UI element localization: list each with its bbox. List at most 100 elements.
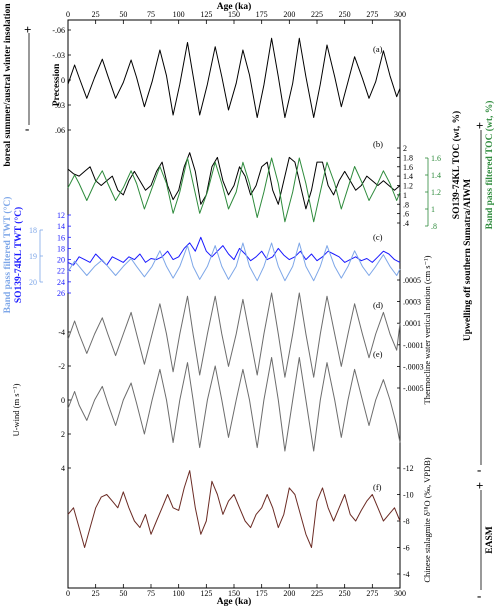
toc-axis-title: SO139-74KL TOC (wt, %) [451,111,462,219]
x-tick-label-bottom: 275 [366,589,378,598]
x-tick-label-bottom: 25 [92,589,100,598]
x-tick-label-bottom: 150 [228,589,240,598]
y-tick-label: .4 [403,219,409,228]
y-tick-label: -8 [403,517,410,526]
thermocline-axis-title: Thermocline water vertical motion (cm s⁻… [422,255,432,404]
y-tick-label: -.03 [52,51,65,60]
y-tick-label: 1.4 [403,172,413,181]
insolation-plus: + [24,22,31,37]
series-line-e-0 [67,357,401,452]
easm-plus: + [476,478,483,493]
upwelling-side-label: Upwelling off southern Sumatra/AIWM [463,179,473,341]
x-tick-label-bottom: 50 [119,589,127,598]
x-tick-label-top: 150 [228,10,240,19]
precession-axis-title: Precession [52,63,62,106]
y-tick-label: 1.2 [431,188,441,197]
x-tick-label-top: 175 [256,10,268,19]
x-tick-label-bottom: 125 [200,589,212,598]
y-tick-label: -6 [403,544,410,553]
y-tick-label: .6 [403,210,409,219]
series-line-b-1 [67,157,401,223]
filtered-toc-axis-title: Band pass filtered TOC (wt, %) [484,101,495,230]
panel-label-b: (b) [373,139,383,149]
series-layer [67,37,401,548]
y-tick-label: -.06 [52,26,65,35]
panel-label-f: (f) [373,482,382,492]
y-tick-label: -10 [403,491,414,500]
x-tick-label-top: 125 [200,10,212,19]
panel-label-e: (e) [373,349,383,359]
x-tick-label-bottom: 225 [311,589,323,598]
easm-arrow: + - [476,478,483,603]
y-tick-label: .0003 [403,298,421,307]
y-tick-label: 22 [57,267,65,276]
insolation-minus: - [25,121,29,136]
y-tick-label: 1 [403,191,407,200]
x-tick-label-bottom: 100 [173,589,185,598]
x-axis-ticks: 0 0 25 25 50 50 75 75 100 100 125 125 150 150 175 175 20… [66,10,406,598]
y-tick-label: -.0001 [403,341,424,350]
series-line-f-0 [67,470,401,548]
y-tick-label: 1.4 [431,171,441,180]
insolation-arrow: + - [24,22,31,136]
x-tick-label-bottom: 300 [394,589,406,598]
y-tick-label: 26 [57,289,65,298]
x-tick-label-top: 275 [366,10,378,19]
x-tick-label-top: 25 [92,10,100,19]
x-tick-label-bottom: 175 [256,589,268,598]
y-tick-label: 14 [57,222,65,231]
y-tick-label: .06 [55,126,65,135]
x-tick-label-top: 250 [339,10,351,19]
y-tick-label: -4 [403,570,410,579]
x-tick-label-top: 200 [283,10,295,19]
twt-axis-title: SO139-74KL TWT (°C) [13,207,24,303]
y-tick-label: 18 [29,226,37,235]
y-tick-label: 18 [57,244,65,253]
y-tick-label: 4 [61,464,65,473]
y-tick-label: 20 [29,278,37,287]
x-tick-label-top: 75 [147,10,155,19]
easm-minus: - [477,588,481,603]
plot-frame [67,19,401,589]
y-tick-label: 1.2 [403,182,413,191]
y-tick-label: -4 [58,328,65,337]
upwelling-plus: + [476,118,483,133]
y-tick-label: .0005 [403,276,421,285]
upwelling-arrow: + - [476,118,483,477]
x-tick-label-top: 50 [119,10,127,19]
y-tick-label: 12 [57,211,65,220]
upwelling-minus: - [477,462,481,477]
series-line-b-0 [67,152,401,210]
x-axis-label-bottom: Age (ka) [217,596,252,607]
x-tick-label-bottom: 75 [147,589,155,598]
y-tick-label: 19 [29,252,37,261]
x-axis-label-top: Age (ka) [217,1,252,12]
series-line-c-0 [67,236,401,266]
uwind-axis-title: U-wind (m s⁻¹) [11,383,21,436]
x-tick-label-bottom: 250 [339,589,351,598]
series-line-a-0 [67,37,401,118]
y-tick-label: 1.6 [431,154,441,163]
y-tick-label: 0 [61,76,65,85]
y-tick-label: .8 [403,200,409,209]
x-tick-label-top: 300 [394,10,406,19]
y-tick-label: 1.8 [403,153,413,162]
y-tick-label: .8 [431,222,437,231]
y-tick-label: 1.6 [403,163,413,172]
panel-label-d: (d) [373,300,383,310]
series-line-d-0 [67,292,401,378]
panel-label-a: (a) [373,44,383,54]
x-tick-label-top: 225 [311,10,323,19]
y-tick-label: 2 [403,144,407,153]
y-tick-label: 20 [57,256,65,265]
x-tick-label-top: 0 [66,10,70,19]
easm-side-label: EASM [485,526,495,553]
y-tick-label: 1 [431,205,435,214]
insolation-side-label: boreal summer/austral winter insolation [3,3,13,167]
y-tick-label: -.0005 [403,384,424,393]
y-tick-label: -2 [58,362,65,371]
panel-label-c: (c) [373,232,383,242]
y-tick-label: 24 [57,278,65,287]
x-tick-label-top: 100 [173,10,185,19]
y-tick-label: 0 [61,396,65,405]
